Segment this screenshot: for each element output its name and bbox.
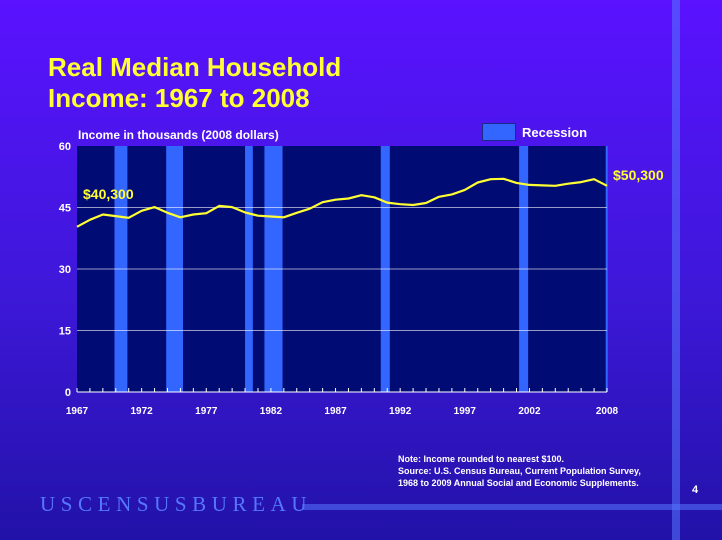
decorative-vertical-stripe <box>672 0 680 540</box>
x-tick-label-1987: 1987 <box>324 406 347 417</box>
note-line-3: 1968 to 2009 Annual Social and Economic … <box>398 478 639 488</box>
x-tick-label-1982: 1982 <box>260 406 283 417</box>
x-tick-label-2002: 2002 <box>518 406 541 417</box>
title-line-2: Income: 1967 to 2008 <box>48 83 310 113</box>
y-tick-label-30: 30 <box>59 264 71 276</box>
y-tick-label-15: 15 <box>59 326 71 338</box>
source-note: Note: Income rounded to nearest $100. So… <box>398 453 641 489</box>
x-tick-label-1967: 1967 <box>66 406 89 417</box>
title-line-1: Real Median Household <box>48 52 342 82</box>
x-tick-label-1977: 1977 <box>195 406 218 417</box>
y-tick-label-60: 60 <box>59 141 71 153</box>
y-tick-label-0: 0 <box>65 387 71 399</box>
gridlines <box>77 207 607 331</box>
income-series-line <box>76 177 608 228</box>
tick-labels: 0 15 30 45 60 1967 1972 1977 1982 1987 1992 1997 200… <box>59 141 619 417</box>
x-tick-label-1997: 1997 <box>454 406 477 417</box>
slide-title: Real Median Household Income: 1967 to 20… <box>48 52 448 114</box>
series-layer <box>76 177 608 228</box>
page-number: 4 <box>692 484 699 496</box>
legend: Recession <box>482 123 587 141</box>
legend-recession-label: Recession <box>522 124 588 140</box>
x-tick-label-1972: 1972 <box>131 406 154 417</box>
annotation-start-value: $40,300 <box>83 186 134 202</box>
census-bureau-logo: USCENSUSBUREAU <box>40 492 313 516</box>
x-tick-label-2008: 2008 <box>596 406 619 417</box>
legend-recession-swatch <box>482 123 516 141</box>
y-tick-label-45: 45 <box>59 203 71 215</box>
x-tick-label-1992: 1992 <box>389 406 412 417</box>
annotation-end-value: $50,300 <box>613 167 664 183</box>
decorative-horizontal-stripe <box>302 504 722 510</box>
note-line-1: Note: Income rounded to nearest $100. <box>398 454 565 464</box>
note-line-2: Source: U.S. Census Bureau, Current Popu… <box>398 466 641 476</box>
axis-ticks <box>76 388 608 393</box>
y-axis-label: Income in thousands (2008 dollars) <box>78 128 279 142</box>
